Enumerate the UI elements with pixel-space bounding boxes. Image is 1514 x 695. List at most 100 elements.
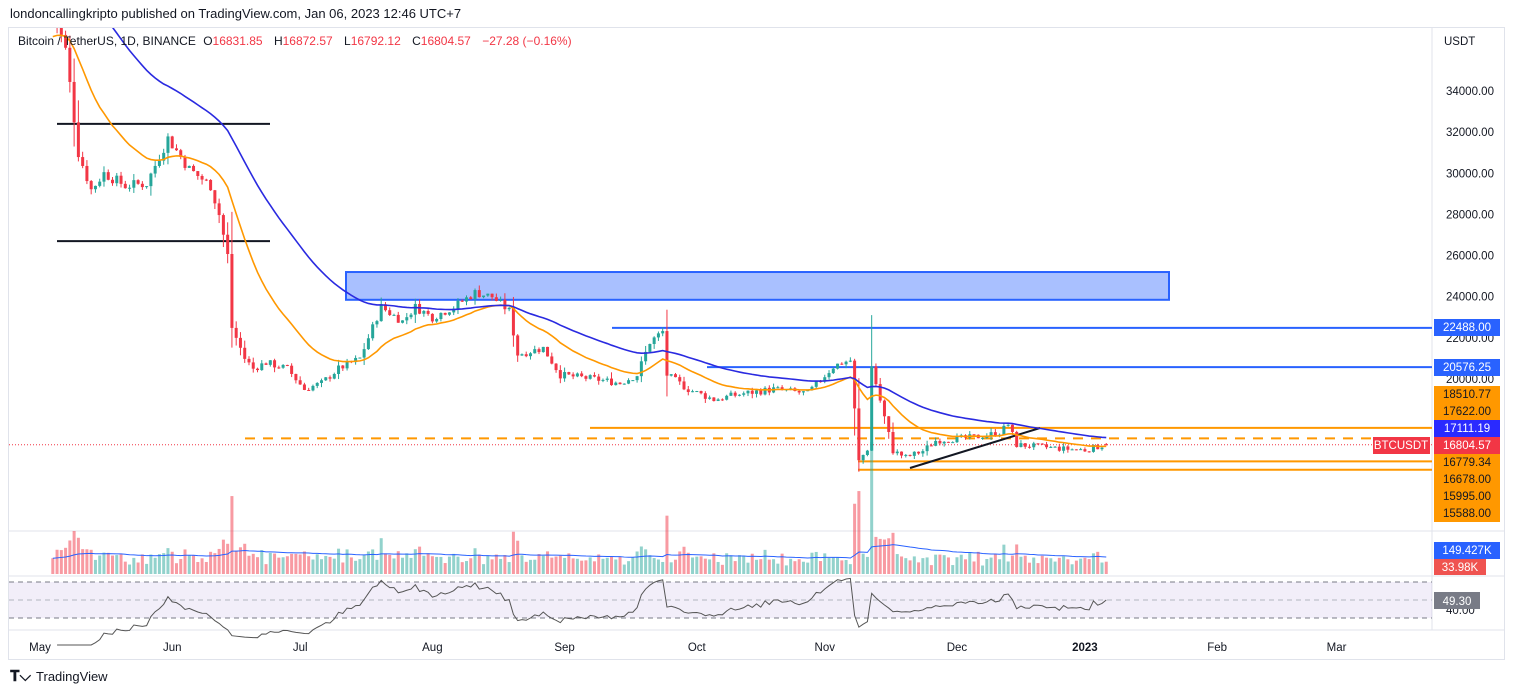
volume-bar [1032,557,1036,574]
volume-bar [123,561,127,574]
volume-bar [878,538,882,574]
open-value: 16831.85 [212,34,263,48]
candle-body [409,314,413,318]
candle-body [251,362,255,369]
candle-body [307,389,311,391]
candle-body [558,370,562,379]
volume-bar [951,565,955,574]
candle-body [111,179,115,184]
candle-body [571,374,575,377]
volume-bar [469,558,473,574]
volume-bar [68,540,72,574]
volume-bar [162,553,166,574]
candle-body [1002,425,1006,435]
volume-bar [750,553,754,574]
candle-body [337,365,341,374]
volume-bar [1023,555,1027,574]
price-tag-bg [1434,420,1500,437]
candle-body [848,360,852,362]
ema-20-line [52,34,1107,448]
volume-bar [904,558,908,574]
candle-body [371,324,375,339]
volume-bar [652,558,656,574]
volume-bar [887,538,891,574]
volume-bar [477,554,481,574]
volume-bar [81,549,85,574]
volume-bar [686,552,690,574]
volume-bar [831,557,835,574]
volume-bar [64,547,68,574]
volume-bar [145,563,149,574]
volume-bar [1019,556,1023,574]
candle-body [528,353,532,357]
volume-bar [507,562,511,574]
candle-body [341,365,345,369]
volume-bar [307,556,311,574]
time-tick: 2023 [1072,642,1098,654]
candle-body [76,122,80,158]
candle-body [311,385,315,391]
volume-bar [251,553,255,574]
volume-bar [563,557,567,574]
volume-bar [136,562,140,574]
volume-bar [140,554,144,574]
volume-bar [550,557,554,574]
time-tick: Feb [1207,642,1227,654]
volume-bar [955,557,959,574]
volume-bar [737,555,741,574]
volume-bar [473,548,477,574]
price-tag: 17111.19 [1444,423,1490,435]
candle-body [750,390,754,394]
candle-body [665,331,669,376]
volume-bar [51,558,55,574]
volume-ma-tag: 149.427K [1442,545,1492,557]
candle-body [56,9,59,23]
candle-body [520,354,524,356]
volume-bar [908,560,912,574]
volume-bar [580,560,584,574]
candle-body [366,338,370,350]
volume-bar [482,564,486,574]
volume-bar [891,532,895,574]
candle-body [405,317,409,321]
volume-bar [1036,563,1040,574]
volume-bar [315,554,319,574]
volume-bar [985,559,989,574]
volume-bar [238,547,242,574]
candle-body [836,363,840,369]
candle-body [460,300,464,302]
candle-body [1091,444,1095,452]
candle-body [290,365,294,374]
candle-body [354,357,358,363]
candle-body [1057,446,1061,451]
volume-bar [767,559,771,574]
volume-bar [1104,561,1108,574]
candle-body [921,451,925,454]
candle-body [132,180,136,188]
candle-body [268,360,272,365]
volume-bar [1027,562,1031,574]
volume-bar [298,554,302,574]
candle-body [392,314,396,316]
time-tick: Nov [815,642,836,654]
symbol-name[interactable]: Bitcoin / TetherUS, 1D, BINANCE [18,34,196,48]
volume-bar [490,559,494,574]
volume-bar [511,531,515,574]
volume-bar [456,556,460,574]
volume-bar [601,558,605,574]
time-tick: Aug [422,642,442,654]
volume-bar [422,555,426,574]
volume-bar [597,554,601,574]
volume-bar [285,556,289,574]
volume-bar [537,554,541,574]
time-tick: Jun [163,642,182,654]
volume-bar [524,561,528,574]
candle-body [482,295,486,298]
volume-bar [1100,562,1104,574]
candle-body [183,156,187,168]
volume-bar [1074,560,1078,574]
candle-body [554,363,558,371]
candle-body [234,327,238,338]
volume-bar [166,548,170,574]
